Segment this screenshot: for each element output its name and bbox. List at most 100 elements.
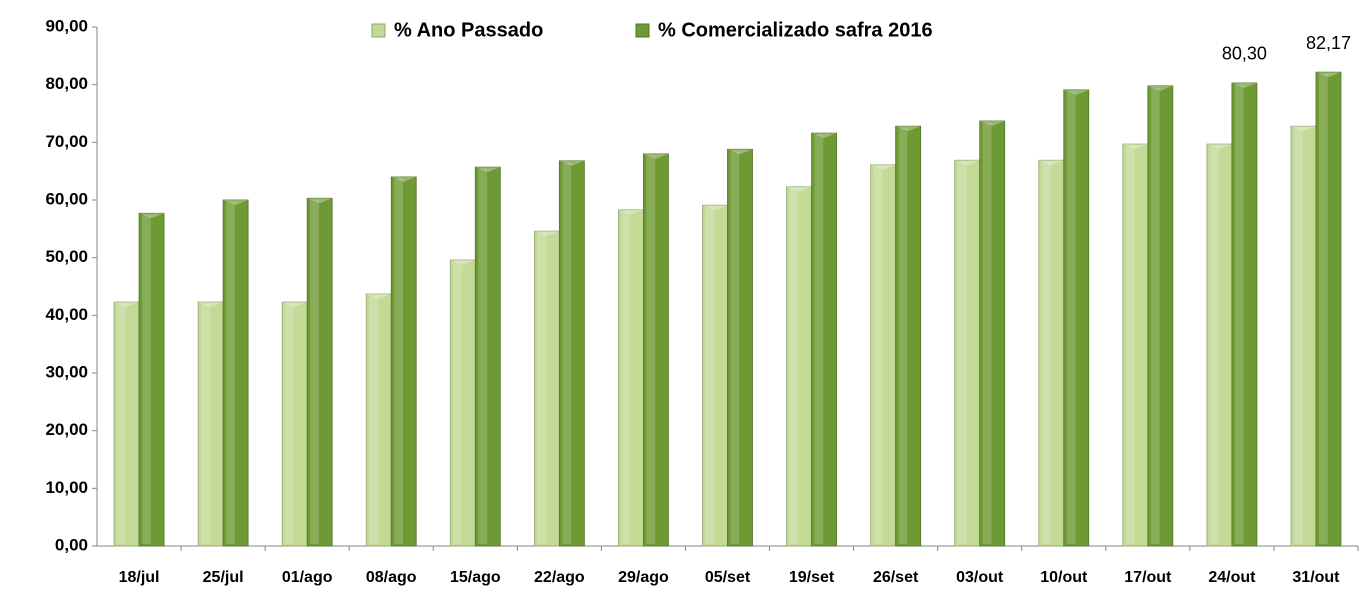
bar bbox=[954, 159, 981, 547]
bar-highlight bbox=[310, 200, 319, 544]
legend-label: % Comercializado safra 2016 bbox=[658, 19, 933, 41]
y-tick-label: 20,00 bbox=[45, 420, 88, 439]
bar bbox=[365, 293, 392, 547]
bar-cap bbox=[786, 186, 812, 192]
x-tick-label: 03/out bbox=[956, 569, 1004, 586]
bar bbox=[1038, 159, 1065, 547]
bar-highlight bbox=[142, 215, 151, 544]
x-tick-label: 29/ago bbox=[618, 569, 669, 586]
bar-highlight bbox=[814, 135, 824, 544]
x-tick-label: 01/ago bbox=[282, 569, 333, 586]
bar-cap bbox=[223, 200, 249, 205]
x-tick-label: 10/out bbox=[1040, 569, 1088, 586]
bar-cap bbox=[198, 302, 224, 308]
bar bbox=[306, 197, 333, 547]
bar-highlight bbox=[453, 261, 463, 544]
bar-cap bbox=[618, 209, 644, 215]
bar-cap bbox=[1206, 144, 1232, 150]
bar-cap bbox=[1063, 89, 1089, 95]
bar-cap bbox=[811, 133, 837, 139]
y-tick-label: 30,00 bbox=[45, 362, 88, 381]
bar-highlight bbox=[1125, 146, 1135, 544]
bar-cap bbox=[1231, 82, 1257, 88]
x-tick-label: 19/set bbox=[789, 569, 835, 586]
x-tick-label: 17/out bbox=[1124, 569, 1172, 586]
bar-highlight bbox=[957, 162, 967, 544]
bar-cap bbox=[450, 259, 476, 265]
bar-highlight bbox=[789, 188, 799, 544]
x-tick-label: 31/out bbox=[1292, 569, 1340, 586]
bar-highlight bbox=[1318, 74, 1328, 544]
legend-swatch bbox=[635, 23, 650, 38]
data-label: 82,17 bbox=[1306, 33, 1351, 53]
x-tick-label: 25/jul bbox=[203, 569, 244, 586]
bar-cap bbox=[1038, 160, 1064, 166]
bar-highlight bbox=[982, 122, 992, 544]
bar-cap bbox=[727, 149, 753, 155]
bar bbox=[222, 199, 249, 547]
bar-cap bbox=[475, 167, 501, 173]
y-tick-label: 40,00 bbox=[45, 305, 88, 324]
bar bbox=[390, 176, 417, 547]
bar-highlight bbox=[1293, 128, 1303, 545]
bar-highlight bbox=[478, 169, 488, 544]
bar-cap bbox=[643, 153, 669, 159]
bar bbox=[979, 120, 1006, 547]
bar-highlight bbox=[873, 166, 883, 544]
x-tick-label: 24/out bbox=[1208, 569, 1256, 586]
bar-cap bbox=[282, 302, 308, 308]
bar bbox=[474, 166, 501, 547]
x-tick-label: 05/set bbox=[705, 569, 751, 586]
bar-cap bbox=[114, 302, 140, 308]
bar bbox=[870, 164, 897, 547]
bar-highlight bbox=[1150, 87, 1160, 544]
bar-highlight bbox=[562, 162, 572, 544]
y-tick-label: 0,00 bbox=[55, 535, 88, 554]
bar-cap bbox=[870, 164, 896, 170]
bar-highlight bbox=[394, 178, 403, 544]
y-tick-label: 80,00 bbox=[45, 74, 88, 93]
bar-cap bbox=[895, 126, 921, 132]
bar-highlight bbox=[705, 207, 715, 544]
bar bbox=[1231, 82, 1258, 547]
legend-label: % Ano Passado bbox=[394, 19, 543, 41]
bar-cap bbox=[1122, 144, 1148, 150]
bar-highlight bbox=[1041, 162, 1051, 544]
bar bbox=[449, 259, 476, 547]
bar-highlight bbox=[285, 304, 294, 544]
bar-highlight bbox=[646, 155, 656, 544]
bar-highlight bbox=[369, 295, 378, 544]
bar-cap bbox=[139, 213, 165, 219]
bar bbox=[1315, 71, 1342, 547]
x-tick-label: 22/ago bbox=[534, 569, 585, 586]
x-tick-label: 18/jul bbox=[119, 569, 160, 586]
bar bbox=[727, 148, 753, 547]
x-tick-label: 08/ago bbox=[366, 569, 417, 586]
bar bbox=[618, 209, 644, 547]
y-tick-label: 10,00 bbox=[45, 478, 88, 497]
legend-swatch bbox=[371, 23, 386, 38]
y-tick-label: 60,00 bbox=[45, 189, 88, 208]
bar-cap bbox=[559, 160, 585, 166]
bar-cap bbox=[391, 176, 417, 182]
bar bbox=[558, 160, 585, 547]
bar-highlight bbox=[1209, 146, 1219, 544]
bar bbox=[786, 186, 812, 547]
bar bbox=[533, 230, 560, 547]
bar bbox=[281, 301, 308, 547]
bar-cap bbox=[534, 231, 560, 237]
bar-cap bbox=[979, 120, 1005, 126]
bar bbox=[1290, 125, 1317, 547]
bar-highlight bbox=[1066, 91, 1076, 545]
x-tick-label: 15/ago bbox=[450, 569, 501, 586]
bar-cap bbox=[307, 198, 333, 204]
bar-highlight bbox=[201, 304, 210, 544]
bar-cap bbox=[1147, 85, 1173, 91]
y-tick-label: 70,00 bbox=[45, 132, 88, 151]
bar-cap bbox=[1290, 126, 1316, 132]
bar bbox=[895, 125, 922, 547]
bar-highlight bbox=[226, 202, 235, 544]
bar bbox=[1147, 85, 1174, 547]
bar-highlight bbox=[537, 233, 547, 544]
